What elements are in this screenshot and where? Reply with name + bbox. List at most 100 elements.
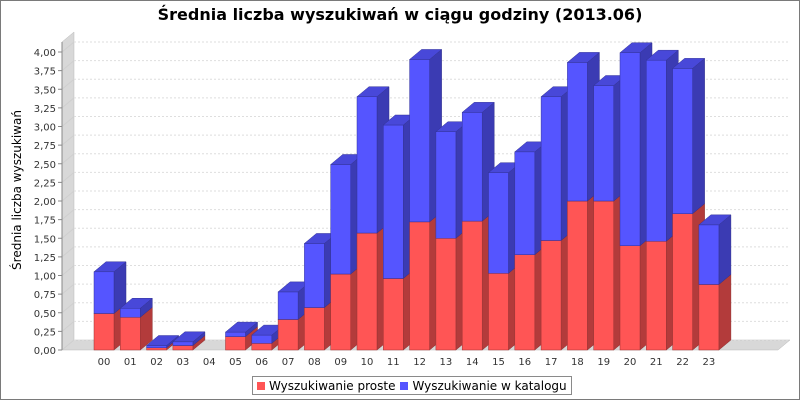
x-tick-label: 01 bbox=[124, 357, 137, 368]
grid-diagonal bbox=[61, 153, 75, 165]
bar-14-series-1 bbox=[461, 220, 483, 351]
y-tick-label: 2,00 bbox=[34, 197, 56, 208]
bar-23-series-2-top bbox=[698, 214, 732, 226]
x-tick-label: 13 bbox=[440, 357, 453, 368]
bar-06-series-2 bbox=[251, 334, 273, 344]
bar-08-series-2 bbox=[304, 243, 325, 308]
bar-15-series-1 bbox=[488, 273, 509, 351]
grid-diagonal bbox=[61, 171, 75, 183]
bar-16-series-1 bbox=[514, 254, 536, 351]
bar-22-series-2 bbox=[672, 68, 693, 214]
bar-20-series-2 bbox=[619, 52, 641, 246]
y-tick-label: 0,50 bbox=[34, 309, 56, 320]
grid-diagonal bbox=[61, 41, 75, 53]
y-tick-label: 0,75 bbox=[34, 290, 56, 301]
bar-23-series-2 bbox=[698, 224, 720, 285]
legend-label-series-1: Wyszukiwanie proste bbox=[269, 378, 396, 393]
x-tick-label: 23 bbox=[703, 357, 716, 368]
y-tick-label: 1,00 bbox=[34, 272, 56, 283]
x-tick-label: 03 bbox=[177, 357, 190, 368]
grid-diagonal bbox=[61, 246, 75, 258]
bar-06-series-1 bbox=[251, 343, 273, 351]
bar-17-series-1 bbox=[540, 240, 562, 351]
x-tick-label: 15 bbox=[492, 357, 505, 368]
y-tick-label: 2,75 bbox=[34, 141, 56, 152]
x-tick-label: 02 bbox=[150, 357, 163, 368]
bar-09-series-2 bbox=[330, 164, 351, 275]
bar-03-series-2-top bbox=[172, 331, 206, 343]
bar-02-series-2 bbox=[146, 345, 167, 349]
bar-19-series-2 bbox=[593, 85, 614, 202]
bar-13-series-2 bbox=[435, 131, 457, 239]
grid-diagonal bbox=[61, 134, 75, 146]
y-tick-label: 3,50 bbox=[34, 85, 56, 96]
x-tick-label: 21 bbox=[650, 357, 663, 368]
bar-08-series-1 bbox=[304, 307, 325, 351]
bar-05-series-2 bbox=[225, 331, 246, 337]
bar-14-series-2-top bbox=[461, 102, 495, 113]
bar-02-series-1 bbox=[146, 347, 167, 351]
bar-11-series-1 bbox=[383, 278, 404, 351]
y-tick-label: 1,75 bbox=[34, 216, 56, 227]
x-tick-label: 22 bbox=[676, 357, 689, 368]
x-tick-label: 19 bbox=[597, 357, 610, 368]
bar-22-series-2-top bbox=[671, 58, 706, 69]
bar-23-series-2-side bbox=[718, 214, 732, 285]
plot-left-wall bbox=[61, 31, 75, 351]
bar-12-series-2 bbox=[409, 59, 430, 223]
bar-10-series-2-top bbox=[356, 86, 390, 97]
grid-diagonal bbox=[61, 209, 75, 221]
x-tick-label: 20 bbox=[624, 357, 637, 368]
x-tick-label: 06 bbox=[255, 357, 268, 368]
x-tick-label: 12 bbox=[413, 357, 426, 368]
bar-12-series-1 bbox=[409, 221, 430, 351]
bar-20-series-1 bbox=[619, 245, 641, 351]
x-tick-label: 05 bbox=[229, 357, 242, 368]
bar-07-series-1 bbox=[277, 319, 299, 351]
bar-10-series-1 bbox=[356, 232, 378, 351]
y-tick-label: 1,50 bbox=[34, 234, 56, 245]
bar-03-series-1 bbox=[172, 345, 194, 351]
bar-23-series-1-side bbox=[718, 273, 732, 351]
x-tick-label: 09 bbox=[334, 357, 347, 368]
y-tick-label: 0,00 bbox=[34, 346, 56, 357]
bar-20-series-2-top bbox=[619, 42, 653, 53]
bar-07-series-2 bbox=[277, 291, 299, 320]
bar-14-series-2 bbox=[461, 112, 483, 222]
bar-01-series-2-top bbox=[119, 298, 153, 309]
bar-05-series-2-top bbox=[224, 321, 259, 333]
bar-21-series-2-top bbox=[645, 49, 679, 61]
y-tick-label: 3,25 bbox=[34, 104, 56, 115]
bar-00-series-1 bbox=[93, 313, 115, 351]
y-tick-label: 3,00 bbox=[34, 123, 56, 134]
bar-22-series-2-side bbox=[692, 57, 705, 215]
bar-23-series-1 bbox=[698, 284, 720, 351]
bar-02-series-2-top bbox=[145, 335, 180, 346]
bar-22-series-1 bbox=[672, 213, 693, 351]
y-tick-label: 1,25 bbox=[34, 253, 56, 264]
grid-diagonal bbox=[61, 339, 75, 351]
y-tick-label: 4,00 bbox=[34, 48, 56, 59]
chart-title: Średnia liczba wyszukiwań w ciągu godzin… bbox=[157, 5, 643, 24]
x-tick-label: 00 bbox=[98, 357, 111, 368]
bar-21-series-2 bbox=[646, 59, 667, 242]
grid-diagonal bbox=[61, 227, 75, 239]
grid-diagonal bbox=[61, 116, 75, 127]
grid-diagonal bbox=[61, 302, 75, 314]
x-tick-label: 11 bbox=[387, 357, 400, 368]
bar-15-series-2 bbox=[488, 172, 509, 274]
bar-05-series-1 bbox=[225, 336, 246, 351]
bar-16-series-2 bbox=[514, 151, 536, 255]
x-tick-label: 07 bbox=[282, 357, 295, 368]
x-tick-label: 17 bbox=[545, 357, 558, 368]
bar-00-series-2 bbox=[93, 271, 115, 314]
bar-21-series-1 bbox=[646, 240, 667, 351]
bar-09-series-1 bbox=[330, 273, 351, 351]
legend-item-series-2: Wyszukiwanie w katalogu bbox=[400, 379, 567, 393]
x-tick-label: 08 bbox=[308, 357, 321, 368]
bar-00-series-2-top bbox=[93, 261, 127, 273]
grid-diagonal bbox=[61, 97, 75, 109]
y-tick-label: 0,25 bbox=[34, 327, 56, 338]
bar-18-series-2-top bbox=[566, 52, 601, 63]
